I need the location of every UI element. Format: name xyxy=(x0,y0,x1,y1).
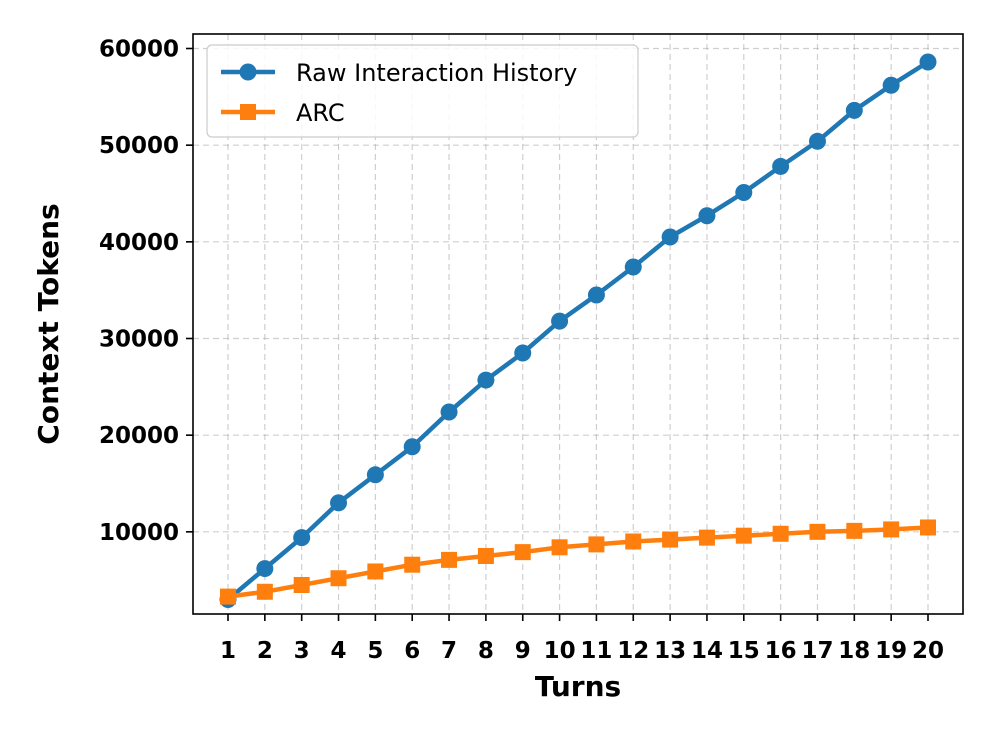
data-point-arc xyxy=(293,577,310,593)
data-point-arc xyxy=(404,556,421,573)
x-tick-label: 3 xyxy=(294,638,310,664)
data-point-raw-history xyxy=(772,157,790,175)
data-point-arc xyxy=(883,521,900,538)
data-point-raw-history xyxy=(735,184,753,202)
x-tick-label: 2 xyxy=(257,638,273,664)
data-point-raw-history xyxy=(919,53,937,71)
x-tick-label: 9 xyxy=(515,638,531,664)
y-tick-label: 50000 xyxy=(99,133,179,159)
legend-entry-arc: ARC xyxy=(221,99,345,127)
x-tick-label: 1 xyxy=(220,638,236,664)
plot-frame xyxy=(192,33,964,615)
x-tick-label: 17 xyxy=(801,638,833,664)
x-tick-label: 6 xyxy=(404,638,420,664)
data-point-arc xyxy=(846,522,863,539)
data-point-arc xyxy=(698,529,715,546)
data-point-arc xyxy=(735,527,752,544)
y-axis-label: Context Tokens xyxy=(32,203,65,444)
y-tick-label: 60000 xyxy=(99,37,179,63)
data-point-raw-history xyxy=(330,494,348,512)
data-point-arc xyxy=(514,544,531,561)
data-point-arc xyxy=(256,583,273,600)
data-point-arc xyxy=(330,570,347,587)
data-point-raw-history xyxy=(587,286,605,304)
data-point-arc xyxy=(662,531,679,548)
data-point-arc xyxy=(220,588,236,605)
x-tick-label: 16 xyxy=(765,638,797,664)
data-point-raw-history xyxy=(698,207,716,225)
series-layer xyxy=(219,53,937,608)
data-point-raw-history xyxy=(293,529,311,547)
data-point-raw-history xyxy=(808,132,826,150)
legend-box xyxy=(206,44,639,138)
x-tick-label: 7 xyxy=(441,638,457,664)
data-point-raw-history xyxy=(403,438,421,456)
x-tick-label: 14 xyxy=(691,638,723,664)
data-point-arc xyxy=(588,536,605,553)
x-tick-label: 18 xyxy=(838,638,870,664)
y-tick-label: 30000 xyxy=(99,327,179,353)
x-tick-label: 15 xyxy=(728,638,760,664)
data-point-arc xyxy=(441,551,458,568)
y-tick-label: 10000 xyxy=(99,520,179,546)
data-point-raw-history xyxy=(477,371,495,389)
x-tick-label: 5 xyxy=(367,638,383,664)
series-raw-history xyxy=(219,53,937,608)
data-point-raw-history xyxy=(366,466,384,484)
data-point-arc xyxy=(920,519,936,536)
data-point-raw-history xyxy=(256,560,274,578)
x-tick-label: 4 xyxy=(331,638,347,664)
data-point-raw-history xyxy=(440,403,458,421)
data-point-arc xyxy=(809,523,826,540)
x-tick-label: 10 xyxy=(544,638,576,664)
data-point-raw-history xyxy=(661,228,679,246)
legend-label: Raw Interaction History xyxy=(296,59,577,87)
series-arc xyxy=(220,519,936,605)
data-point-raw-history xyxy=(882,76,900,94)
data-point-arc xyxy=(477,548,494,564)
data-point-arc xyxy=(625,533,642,550)
data-point-raw-history xyxy=(514,344,532,362)
x-axis-label: Turns xyxy=(535,670,621,703)
legend-marker-square xyxy=(240,104,256,120)
ticks: 1 2 3 4 5 6 7 8 9 10 11 12 13 14 15 16 17 18 19 20100002000… xyxy=(99,37,944,665)
x-tick-label: 13 xyxy=(654,638,686,664)
x-tick-label: 8 xyxy=(478,638,494,664)
x-tick-label: 12 xyxy=(617,638,649,664)
data-point-raw-history xyxy=(624,258,642,276)
data-point-arc xyxy=(772,525,789,542)
data-point-raw-history xyxy=(845,101,863,119)
data-point-arc xyxy=(551,539,568,556)
legend-label: ARC xyxy=(296,99,345,127)
y-tick-label: 40000 xyxy=(99,230,179,256)
x-tick-label: 20 xyxy=(912,638,944,664)
legend-entry-raw-history: Raw Interaction History xyxy=(221,59,577,87)
x-tick-label: 11 xyxy=(580,638,612,664)
legend: Raw Interaction History ARC xyxy=(206,44,639,138)
legend-marker-circle xyxy=(239,63,257,81)
y-tick-label: 20000 xyxy=(99,423,179,449)
data-point-arc xyxy=(367,563,384,580)
x-tick-label: 19 xyxy=(875,638,907,664)
data-point-raw-history xyxy=(551,312,569,330)
